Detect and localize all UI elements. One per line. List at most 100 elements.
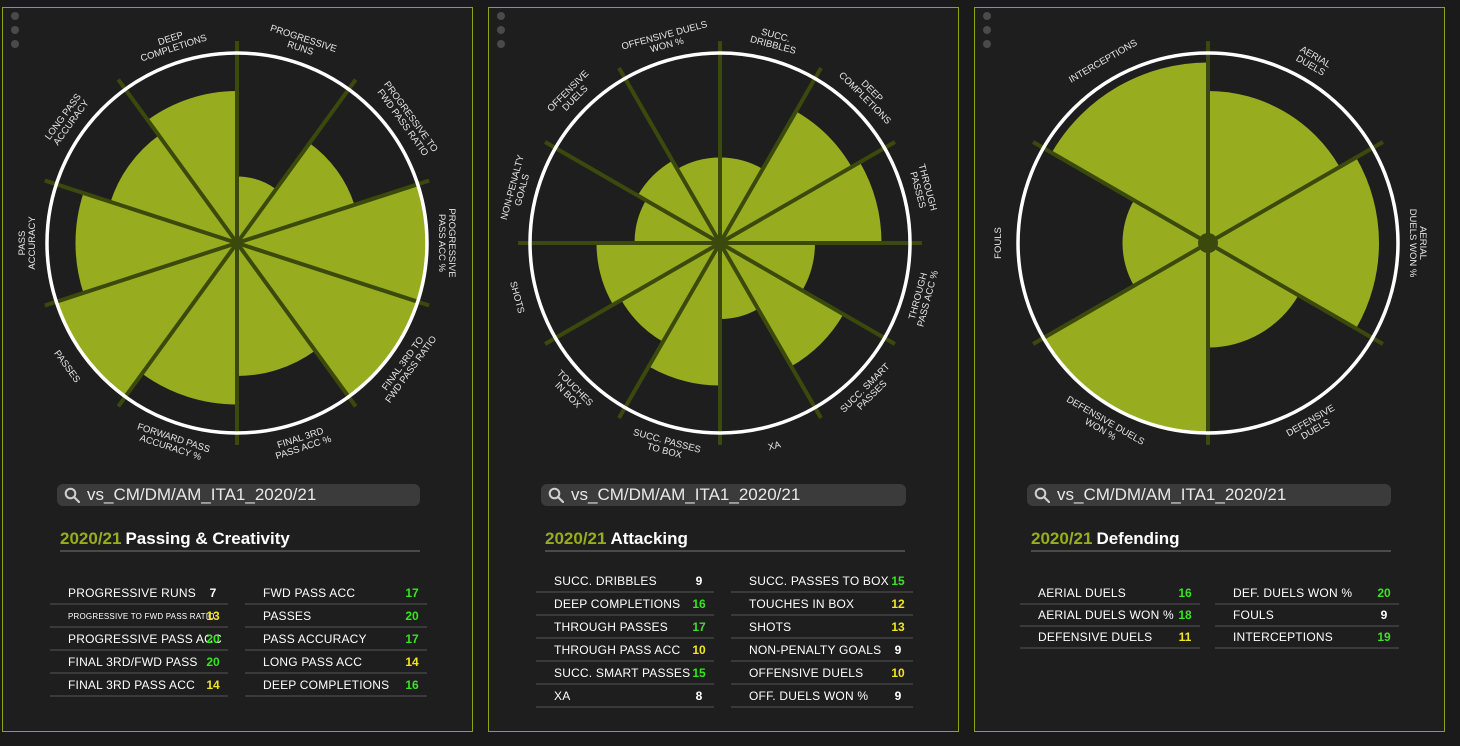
search-bar[interactable]: vs_CM/DM/AM_ITA1_2020/21	[1027, 484, 1391, 506]
stat-label: NON-PENALTY GOALS	[749, 643, 882, 657]
stat-value: 17	[692, 620, 706, 634]
title-divider	[1031, 550, 1391, 552]
stat-label: LONG PASS ACC	[263, 655, 363, 669]
radar-spoke	[544, 140, 721, 245]
stat-label: FINAL 3RD/FWD PASS	[68, 655, 198, 669]
window-dots	[983, 12, 993, 54]
radar-spoke	[718, 67, 823, 244]
section-title-text: Passing & Creativity	[125, 529, 290, 548]
section-title: 2020/21 Defending	[1031, 529, 1180, 549]
radar-slice	[56, 243, 237, 397]
radar-label: THROUGHPASS ACC %	[906, 266, 941, 328]
stat-row: XA 8	[536, 686, 714, 708]
stat-value: 8	[695, 689, 703, 703]
section-title: 2020/21 Passing & Creativity	[60, 529, 290, 549]
radar-slice	[147, 91, 237, 243]
radar-label: TOUCHESIN BOX	[547, 368, 595, 416]
stat-label: FWD PASS ACC	[263, 586, 356, 600]
stat-label: SUCC. PASSES TO BOX	[749, 574, 889, 588]
radar-spoke	[718, 242, 823, 419]
stat-label: SUCC. DRIBBLES	[554, 574, 657, 588]
radar-slice	[621, 243, 720, 342]
search-bar[interactable]: vs_CM/DM/AM_ITA1_2020/21	[57, 484, 420, 506]
stat-label: DEF. DUELS WON %	[1233, 586, 1353, 600]
section-title-text: Defending	[1096, 529, 1180, 548]
stat-row: DEFENSIVE DUELS 11	[1020, 627, 1200, 649]
window-dots	[11, 12, 21, 54]
radar-slice	[1208, 157, 1379, 329]
stat-label: PASS ACCURACY	[263, 632, 367, 646]
radar-label: INTERCEPTIONS	[1067, 38, 1139, 86]
radar-spoke	[617, 67, 722, 244]
radar-spoke	[719, 140, 896, 245]
stat-value: 7	[209, 586, 217, 600]
radar-slice	[1051, 62, 1208, 243]
radar-label-line: AERIAL	[1417, 226, 1428, 260]
radar-spoke	[1032, 241, 1209, 346]
stat-row: AERIAL DUELS WON % 18	[1020, 605, 1200, 627]
radar-label: SUCC.DRIBBLES	[749, 24, 800, 56]
stat-value: 20	[206, 632, 220, 646]
radar-slice	[75, 193, 237, 293]
radar-label: PASSACCURACY	[17, 216, 38, 270]
radar-chart-attacking: SUCC.DRIBBLES DEEPCOMPLETIONS THROUGHPASSE…	[499, 19, 941, 461]
stat-value: 14	[405, 655, 419, 669]
radar-label-line: DUELS WON %	[1407, 209, 1418, 278]
stat-row: PASSES 20	[245, 606, 427, 628]
stat-row: LONG PASS ACC 14	[245, 652, 427, 674]
search-text: vs_CM/DM/AM_ITA1_2020/21	[87, 485, 317, 504]
stat-value: 20	[1377, 586, 1391, 600]
stat-row: SHOTS 13	[731, 617, 913, 639]
stat-value: 9	[894, 689, 902, 703]
stat-row: PROGRESSIVE RUNS 7	[50, 583, 228, 605]
radar-slice	[142, 243, 237, 405]
stat-label: SHOTS	[749, 620, 792, 634]
radar-spoke	[719, 241, 896, 346]
season-label: 2020/21	[545, 529, 607, 548]
radar-spoke	[116, 241, 239, 408]
radar-spoke	[1032, 140, 1209, 245]
stat-label: TOUCHES IN BOX	[749, 597, 855, 611]
stat-value: 18	[1178, 608, 1192, 622]
panel-defending: AERIALDUELS AERIALDUELS WON % DEFENSIVEDUE…	[974, 7, 1445, 732]
radar-label-line: PASS	[17, 231, 28, 256]
radar-label-line: PASSES	[51, 348, 82, 385]
radar-slice	[237, 184, 427, 302]
radar-label: SUCC. SMARTPASSES	[838, 361, 899, 422]
stat-row: THROUGH PASS ACC 10	[536, 640, 714, 662]
radar-slice	[1208, 243, 1299, 348]
stat-row: SUCC. SMART PASSES 15	[536, 663, 714, 685]
radar-spoke	[44, 241, 238, 308]
panel-attacking: SUCC.DRIBBLES DEEPCOMPLETIONS THROUGHPASSE…	[488, 7, 959, 732]
radar-label-line: PROGRESSIVE	[446, 208, 457, 277]
radar-label-line: SHOTS	[507, 280, 526, 314]
radar-spoke	[617, 242, 722, 419]
stat-row: FOULS 9	[1215, 605, 1399, 627]
stat-label: XA	[554, 689, 571, 703]
stat-label: PROGRESSIVE PASS ACC	[68, 632, 222, 646]
section-title: 2020/21 Attacking	[545, 529, 688, 549]
radar-spoke	[116, 78, 239, 245]
stat-value: 16	[692, 597, 706, 611]
radar-label-line: ACCURACY	[27, 216, 38, 270]
radar-chart-defending: AERIALDUELS AERIALDUELS WON % DEFENSIVEDUE…	[993, 38, 1428, 448]
stat-row: FINAL 3RD/FWD PASS 20	[50, 652, 228, 674]
stat-value: 13	[206, 609, 220, 623]
radar-label: DEEPCOMPLETIONS	[836, 63, 900, 127]
stat-row: TOUCHES IN BOX 12	[731, 594, 913, 616]
radar-outer-ring	[45, 51, 429, 435]
stat-label: THROUGH PASSES	[554, 620, 668, 634]
stat-row: FWD PASS ACC 17	[245, 583, 427, 605]
search-icon	[64, 487, 80, 503]
radar-label-line: INTERCEPTIONS	[1067, 38, 1139, 86]
search-bar[interactable]: vs_CM/DM/AM_ITA1_2020/21	[541, 484, 906, 506]
season-label: 2020/21	[1031, 529, 1093, 548]
stat-value: 9	[894, 643, 902, 657]
search-text: vs_CM/DM/AM_ITA1_2020/21	[571, 485, 801, 504]
search-icon	[548, 487, 564, 503]
stat-label: PASSES	[263, 609, 312, 623]
stat-row: PROGRESSIVE PASS ACC 20	[50, 629, 228, 651]
stat-value: 20	[206, 655, 220, 669]
radar-slice	[1208, 91, 1340, 243]
stat-label: OFF. DUELS WON %	[749, 689, 869, 703]
